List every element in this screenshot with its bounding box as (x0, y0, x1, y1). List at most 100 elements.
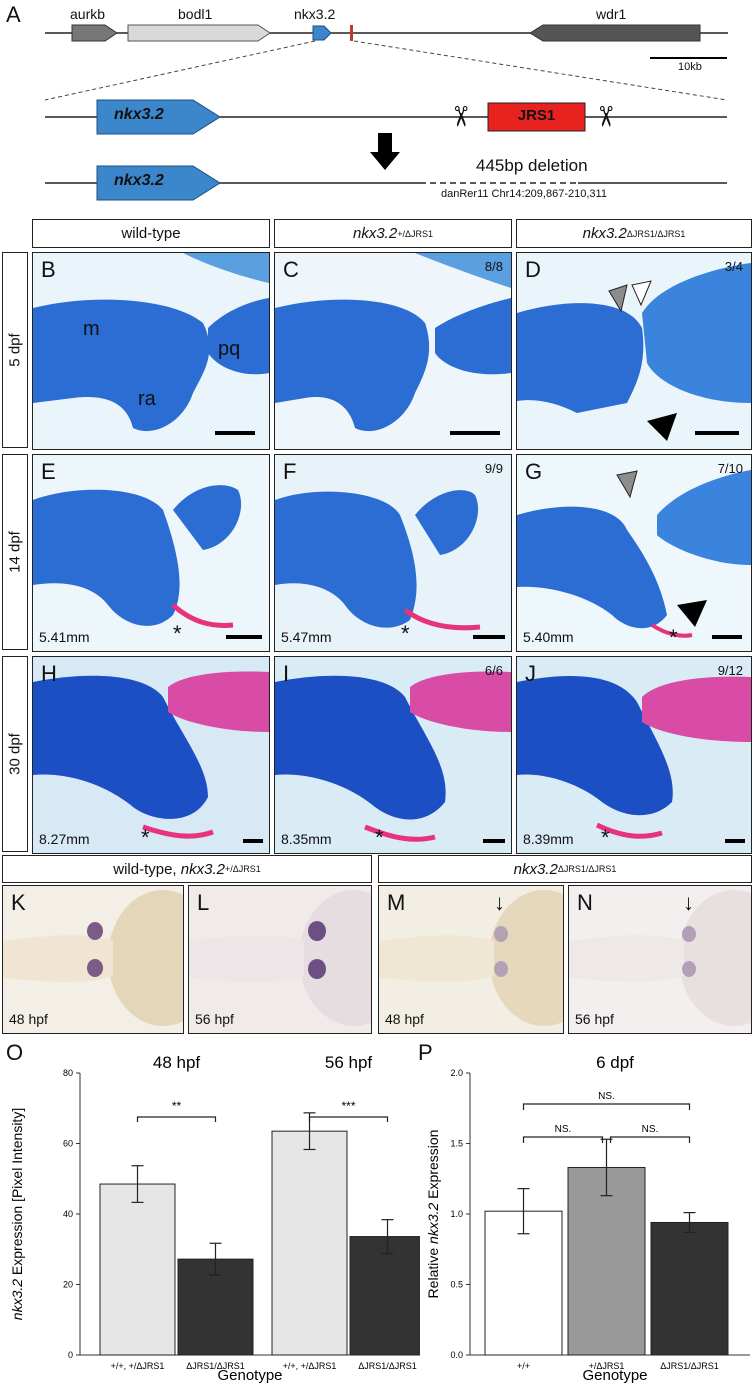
group-title: 56 hpf (325, 1053, 373, 1072)
gene-label-bodl1: bodl1 (178, 6, 213, 22)
scissors-icon: ✂ (590, 104, 622, 129)
x-tick-label: +/+ (517, 1361, 530, 1371)
panel-b-micrograph: B m pq ra (32, 252, 270, 450)
asterisk-marker: * (401, 621, 410, 646)
header-hom-gene: nkx3.2 (582, 225, 627, 242)
y-tick-label: 2.0 (450, 1068, 463, 1078)
bar (650, 1221, 729, 1356)
y-tick-label: 20 (63, 1280, 73, 1290)
scale-bar (473, 635, 505, 639)
panel-f-fraction: 9/9 (484, 461, 503, 476)
panel-g-micrograph: G 7/10 5.40mm * (516, 454, 752, 652)
x-tick-label: ΔJRS1/ΔJRS1 (358, 1361, 417, 1371)
panel-i-fraction: 6/6 (484, 663, 503, 678)
asterisk-marker: * (173, 621, 182, 646)
cartilage-image (275, 253, 511, 432)
panel-g-fraction: 7/10 (717, 461, 743, 476)
y-axis-label: nkx3.2 Expression [Pixel Intensity] (9, 1108, 25, 1320)
panel-e-length: 5.41mm (39, 629, 90, 645)
x-axis-label: Genotype (217, 1367, 282, 1384)
panel-h-micrograph: H 8.27mm * (32, 656, 270, 854)
embryo-image (3, 890, 183, 1026)
y-tick-label: 0.0 (450, 1350, 463, 1360)
significance-label: NS. (642, 1124, 659, 1135)
panel-g-length: 5.40mm (523, 629, 574, 645)
cartilage-image (517, 470, 751, 638)
asterisk-marker: * (141, 825, 150, 850)
asterisk-marker: * (669, 625, 678, 650)
panel-e-letter: E (41, 459, 56, 484)
label-m: m (83, 318, 100, 340)
scale-bar (712, 635, 742, 639)
cartilage-image (33, 485, 242, 628)
scale-bar (483, 839, 505, 843)
panel-i-length: 8.35mm (281, 831, 332, 847)
header-het-sup: +/ΔJRS1 (397, 228, 433, 239)
bar (99, 1183, 176, 1356)
panel-f-micrograph: F 9/9 5.47mm * (274, 454, 512, 652)
panel-m-stage: 48 hpf (385, 1011, 424, 1027)
cartilage-image (275, 671, 511, 842)
gene-locus-diagram (44, 24, 728, 201)
label-pq: pq (218, 338, 241, 360)
wdr1-arrow (529, 24, 701, 42)
panel-j-letter: J (525, 661, 536, 686)
row-label-5dpf-text: 5 dpf (6, 333, 24, 367)
panel-i-micrograph: I 6/6 8.35mm * (274, 656, 512, 854)
panel-m-ish: ↓ M 48 hpf (378, 885, 564, 1034)
bar (271, 1130, 348, 1356)
jrs1-label: JRS1 (517, 107, 556, 124)
significance-label: *** (341, 1099, 355, 1113)
nkx32-detail-arrow (96, 99, 221, 135)
significance-label: NS. (555, 1124, 572, 1135)
chart-title: 6 dpf (596, 1053, 634, 1072)
bar (567, 1166, 646, 1356)
y-tick-label: 1.5 (450, 1139, 463, 1149)
scalebar-label: 10kb (678, 61, 702, 73)
ish-header-right-sup: ΔJRS1/ΔJRS1 (557, 864, 617, 874)
scale-bar (695, 431, 739, 435)
ish-header-left-text: wild-type, (113, 860, 177, 878)
cartilage-image (33, 253, 269, 432)
panel-h-letter: H (41, 661, 57, 686)
significance-bracket (522, 1103, 691, 1110)
scale-bar (243, 839, 263, 843)
row-label-14dpf-text: 14 dpf (6, 531, 24, 573)
panel-i-letter: I (283, 661, 290, 686)
bar (484, 1210, 563, 1356)
cartilage-image (33, 671, 269, 839)
significance-bracket (609, 1136, 691, 1143)
gene-label-wdr1: wdr1 (596, 6, 627, 22)
x-tick-label: +/ΔJRS1 (589, 1361, 625, 1371)
row-label-30dpf: 30 dpf (2, 656, 28, 852)
panel-d-letter: D (525, 257, 541, 282)
panel-d-micrograph: D 3/4 (516, 252, 752, 450)
bar (349, 1236, 420, 1356)
scale-bar (226, 635, 262, 639)
panel-d-fraction: 3/4 (724, 259, 743, 274)
chart-p: 0.0 0.5 1.0 1.5 2.0 Relative nkx3.2 Expressio… (425, 1053, 750, 1384)
x-tick-label: +/+, +/ΔJRS1 (283, 1361, 337, 1371)
asterisk-marker: * (375, 825, 384, 850)
panel-b-letter: B (41, 257, 56, 282)
y-tick-label: 1.0 (450, 1209, 463, 1219)
x-tick-label: ΔJRS1/ΔJRS1 (660, 1361, 719, 1371)
scale-bar (215, 431, 255, 435)
cartilage-image (517, 676, 751, 839)
panel-n-letter: N (577, 890, 593, 915)
panel-j-fraction: 9/12 (717, 663, 743, 678)
panel-f-length: 5.47mm (281, 629, 332, 645)
deletion-label: 445bp deletion (476, 156, 588, 175)
y-tick-label: 0.5 (450, 1280, 463, 1290)
y-tick-label: 60 (63, 1139, 73, 1149)
ish-header-left-sup: +/ΔJRS1 (224, 864, 261, 874)
panel-c-letter: C (283, 257, 299, 282)
header-het-gene: nkx3.2 (353, 225, 398, 242)
panel-k-letter: K (11, 890, 26, 915)
embryo-image (379, 890, 563, 1026)
significance-bracket (136, 1116, 217, 1122)
nkx32-detail-label: nkx3.2 (114, 106, 164, 123)
header-wild-type: wild-type (32, 219, 270, 248)
scale-bar (725, 839, 745, 843)
x-tick-label: +/+, +/ΔJRS1 (111, 1361, 165, 1371)
